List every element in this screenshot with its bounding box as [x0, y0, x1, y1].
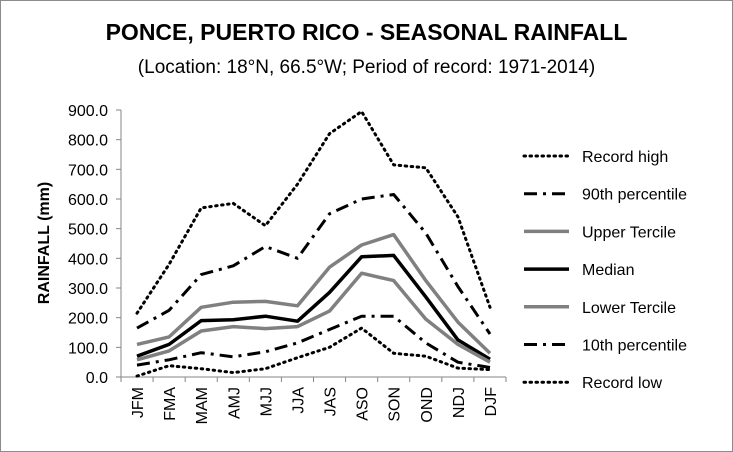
chart-subtitle: (Location: 18°N, 66.5°W; Period of recor…: [137, 57, 596, 78]
x-tick-label: JAS: [323, 387, 340, 416]
series-line-90th-percentile: [136, 193, 492, 335]
legend-label: Record low: [582, 375, 662, 392]
x-tick-label: OND: [419, 387, 436, 423]
x-tick-label: MJJ: [258, 387, 275, 416]
x-tick-label: JJA: [290, 387, 307, 414]
series-line-record-high: [135, 110, 492, 315]
y-tick-label: 200.0: [68, 311, 108, 328]
x-tick-label: SON: [387, 387, 404, 422]
legend-label: Record high: [582, 149, 668, 166]
x-tick-label: MAM: [194, 387, 211, 424]
series-line-lower-tercile: [136, 271, 491, 364]
series-line-upper-tercile: [136, 232, 492, 355]
y-tick-label: 500.0: [68, 222, 108, 239]
y-axis-label: RAINFALL (mm): [36, 182, 53, 304]
legend-label: Lower Tercile: [582, 300, 676, 317]
series-line-10th-percentile: [136, 314, 491, 369]
y-tick-label: 700.0: [68, 162, 108, 179]
y-tick-label: 600.0: [68, 192, 108, 209]
y-tick-label: 0.0: [86, 370, 108, 387]
series-line-record-low: [135, 326, 492, 378]
y-tick-label: 300.0: [68, 281, 108, 298]
y-tick-label: 800.0: [68, 133, 108, 150]
chart-title: PONCE, PUERTO RICO - SEASONAL RAINFALL: [105, 19, 628, 45]
legend-label: 10th percentile: [582, 338, 687, 355]
legend-label: Upper Tercile: [582, 224, 676, 241]
x-tick-label: NDJ: [451, 387, 468, 418]
legend-label: Median: [582, 262, 634, 279]
y-tick-label: 900.0: [68, 103, 108, 120]
x-tick-label: ASO: [355, 387, 372, 421]
y-tick-label: 100.0: [68, 340, 108, 357]
y-tick-label: 400.0: [68, 251, 108, 268]
legend-label: 90th percentile: [582, 187, 687, 204]
series-line-median: [136, 253, 491, 361]
x-tick-label: AMJ: [226, 387, 243, 419]
x-tick-label: FMA: [162, 387, 179, 421]
x-tick-label: JFM: [130, 387, 147, 418]
x-tick-label: DJF: [483, 387, 500, 417]
